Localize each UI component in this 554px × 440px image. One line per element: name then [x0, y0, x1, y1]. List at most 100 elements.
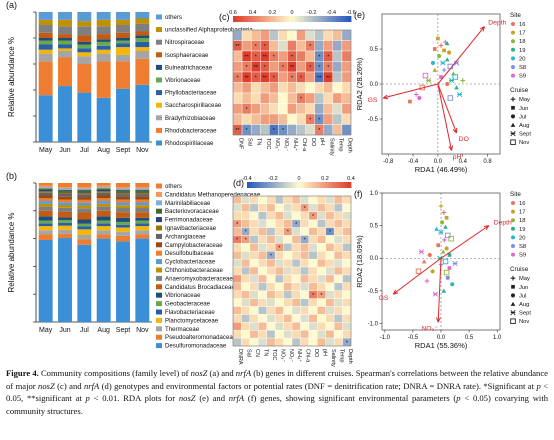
- legend-cruise-label: Jul: [519, 293, 526, 299]
- heatmap-cell: [249, 298, 259, 307]
- bar-segment: [135, 208, 150, 213]
- bar-segment: [96, 230, 111, 235]
- heatmap-panel-c: (c) 0.6 0.4 0.2 0 -0.2 -0.4 -0.6** * * *** * ** * * * **…: [219, 10, 356, 156]
- caption-run: nosZ: [178, 393, 196, 404]
- heatmap-cell: [333, 195, 343, 205]
- heatmap-column-label: Chl-a: [301, 138, 307, 152]
- heatmap-cell: [300, 290, 310, 299]
- heatmap-cell: [342, 227, 352, 236]
- bar-segment: [116, 208, 130, 213]
- significance-mark: *: [282, 65, 285, 71]
- colorbar-tick-label: 0.2: [321, 176, 329, 182]
- arrow-head: [479, 26, 485, 32]
- legend-cruise-label: Sept: [519, 311, 531, 317]
- colorbar-cell: [333, 16, 337, 22]
- bar-segment: [135, 189, 150, 192]
- heatmap-cell: [332, 40, 343, 52]
- heatmap-cell: [333, 306, 343, 315]
- colorbar-cell: [265, 182, 269, 188]
- heatmap-cell: [291, 337, 301, 347]
- legend-swatch: [156, 267, 162, 273]
- heatmap-cell: [283, 195, 293, 205]
- heatmap-cell: [250, 124, 261, 136]
- legend-swatch: [156, 200, 162, 206]
- legend-swatch: [156, 343, 162, 349]
- colorbar-tick-label: -0.2: [268, 176, 277, 182]
- significance-mark: *: [236, 222, 239, 228]
- significance-mark: *: [300, 75, 303, 81]
- point: [510, 96, 516, 102]
- legend-swatch: [156, 127, 162, 133]
- legend-site-marker: [511, 39, 515, 44]
- heatmap-cell: [325, 322, 335, 331]
- significance-mark: *: [282, 128, 285, 134]
- legend-swatch: [156, 64, 162, 70]
- bar-segment: [38, 188, 53, 190]
- heatmap-cell: [258, 243, 267, 252]
- bar-segment: [77, 44, 92, 49]
- heatmap-cell: [308, 195, 318, 205]
- colorbar-cell: [342, 16, 346, 22]
- y-tick-label: 0.5: [370, 224, 379, 230]
- bar-panel-b: (b) Relative abundance % May Jun Jul Aug Sept N…: [6, 171, 261, 350]
- bar-segment: [135, 187, 150, 189]
- caption-run: nrfA: [228, 393, 245, 404]
- legend-swatch: [156, 208, 162, 214]
- bar-segment: [58, 183, 72, 188]
- caption-run: (a) and: [207, 368, 236, 378]
- heatmap-cell: [308, 235, 318, 244]
- heatmap-cell: [283, 243, 293, 252]
- bar-segment: [58, 229, 72, 234]
- bar-segment: [96, 39, 111, 42]
- heatmap-cell: [249, 322, 259, 331]
- heatmap-cell: [241, 82, 252, 94]
- legend-site-label: 18: [519, 39, 525, 45]
- significance-mark: *: [312, 293, 315, 299]
- heatmap-column-label: Temp: [338, 349, 344, 362]
- colorbar-cell: [275, 182, 279, 188]
- bar-segment: [38, 183, 53, 186]
- heatmap-cell: [283, 251, 293, 260]
- arrow-head: [483, 225, 490, 231]
- caption-run: < 0.01. RDA plots for: [89, 393, 179, 404]
- bar-segment: [38, 216, 53, 221]
- significance-mark: *: [329, 230, 332, 236]
- point: [441, 210, 447, 215]
- colorbar-cell: [278, 182, 282, 188]
- bar-segment: [38, 19, 53, 25]
- legend-label: Vibrionaceae: [165, 77, 201, 84]
- heatmap-cell: [325, 266, 335, 276]
- heatmap-cell: [291, 290, 301, 299]
- significance-mark: *: [318, 117, 321, 123]
- colorbar-cell: [283, 16, 287, 22]
- heatmap-cell: [258, 235, 267, 244]
- heatmap-cell: [317, 211, 326, 220]
- bar-segment: [38, 210, 53, 217]
- point: [445, 81, 450, 87]
- caption-run: < 0.05, **significant at: [6, 380, 548, 404]
- heatmap-cell: [283, 298, 293, 307]
- bar-segment: [58, 26, 72, 35]
- bar-segment: [38, 192, 53, 196]
- colorbar-cell: [317, 182, 321, 188]
- bar-segment: [116, 188, 130, 190]
- significance-mark: **: [244, 75, 249, 81]
- heatmap-cell: [317, 219, 326, 228]
- bar-segment: [58, 196, 72, 200]
- heatmap-cell: [241, 203, 251, 212]
- point: [430, 269, 435, 274]
- caption-run: p: [536, 380, 541, 391]
- heatmap-cell: [317, 203, 326, 212]
- colorbar-tick-label: 0: [290, 10, 293, 16]
- colorbar-cell: [247, 16, 252, 22]
- heatmap-cell: [332, 124, 343, 136]
- x-tick-label: Sept: [116, 327, 130, 334]
- heatmap-cell: [274, 314, 284, 323]
- bar-segment: [116, 32, 130, 38]
- bar-segment: [38, 206, 53, 211]
- heatmap-cell: [241, 314, 251, 323]
- heatmap-cell: [241, 92, 252, 104]
- heatmap-cell: [333, 330, 343, 339]
- heatmap-cell: [308, 337, 318, 347]
